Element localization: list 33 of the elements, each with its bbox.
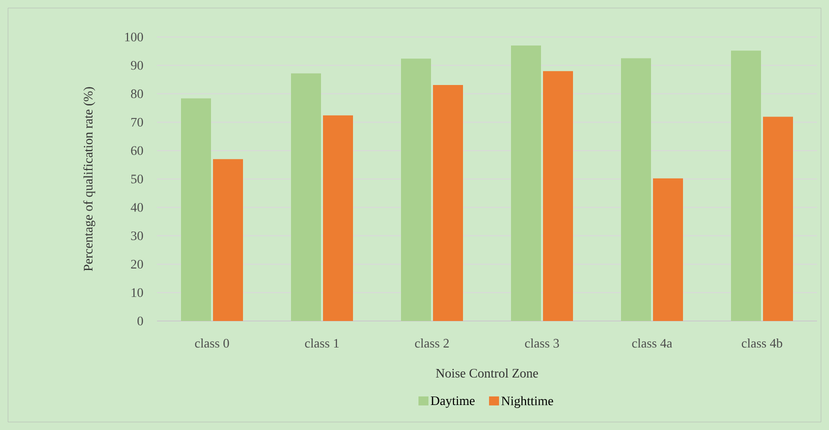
bar — [291, 73, 322, 321]
y-tick-label: 40 — [130, 203, 143, 212]
y-tick-label: 20 — [131, 260, 143, 269]
y-tick-label: 70 — [131, 118, 143, 127]
bar — [323, 115, 353, 321]
x-tick-label: class 0 — [195, 338, 229, 348]
y-tick-label: 100 — [125, 32, 143, 42]
y-tick-label: 90 — [130, 61, 143, 70]
legend-label: Daytime — [430, 396, 475, 408]
x-tick-label: class 2 — [415, 338, 449, 348]
x-tick-label: class 4a — [632, 338, 672, 348]
bar — [543, 71, 573, 321]
bar — [181, 98, 212, 321]
bar — [731, 50, 762, 321]
x-axis-title: Noise Control Zone — [436, 368, 538, 378]
bar — [433, 84, 463, 321]
bar — [401, 58, 432, 321]
legend-label: Nighttime — [501, 396, 554, 408]
y-tick-label: 80 — [131, 89, 143, 98]
x-tick-label: class 4b — [742, 338, 782, 348]
y-tick-label: 50 — [131, 174, 143, 184]
bar — [621, 58, 652, 321]
bar — [213, 159, 243, 321]
y-tick-label: 10 — [132, 288, 143, 297]
x-tick-label: class 3 — [525, 338, 559, 348]
bar — [511, 46, 542, 321]
bar — [763, 116, 793, 321]
bar — [653, 178, 683, 321]
y-tick-label: 0 — [138, 316, 143, 326]
y-axis-title: Percentage of qualification rate (%) — [83, 87, 96, 272]
x-tick-label: class 1 — [305, 338, 339, 348]
y-tick-label: 60 — [131, 146, 143, 155]
y-tick-label: 30 — [131, 231, 143, 240]
